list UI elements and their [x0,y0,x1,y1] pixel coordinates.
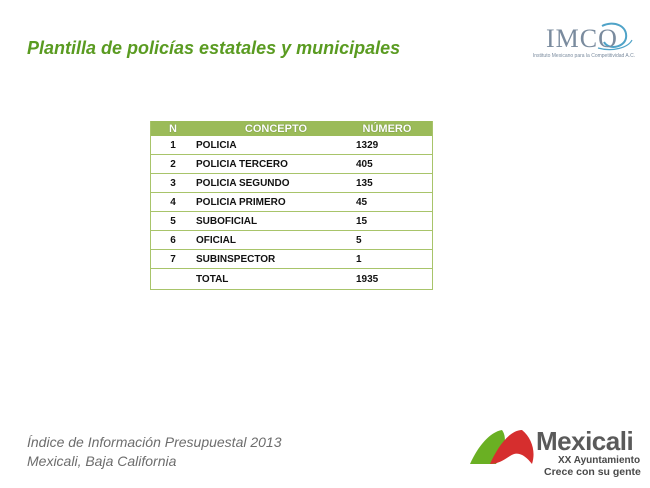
column-header-concepto: CONCEPTO [195,121,356,136]
cell-n: 5 [150,211,195,231]
cell-numero: 1329 [356,136,433,155]
table-row: 2 POLICIA TERCERO 405 [150,154,433,174]
mexicali-logo-line2: Crece con su gente [544,466,641,478]
column-header-n: N [150,121,195,136]
cell-concepto: OFICIAL [195,230,356,250]
cell-total-value: 1935 [356,268,433,290]
table-row: 7 SUBINSPECTOR 1 [150,249,433,269]
cell-numero: 405 [356,154,433,174]
cell-concepto: POLICIA PRIMERO [195,192,356,212]
cell-n [150,268,195,290]
table-total-row: TOTAL 1935 [150,268,433,290]
mexicali-logo-name: Mexicali [536,426,634,456]
cell-concepto: SUBOFICIAL [195,211,356,231]
cell-n: 3 [150,173,195,193]
police-table: N CONCEPTO NÚMERO 1 POLICIA 1329 2 POLIC… [150,121,433,290]
table-row: 6 OFICIAL 5 [150,230,433,250]
cell-concepto: POLICIA TERCERO [195,154,356,174]
cell-n: 2 [150,154,195,174]
column-header-numero: NÚMERO [356,121,433,136]
cell-total-label: TOTAL [195,268,356,290]
imco-logo-subtitle: Instituto Mexicano para la Competitivida… [532,53,636,59]
imco-logo: IMCO Instituto Mexicano para la Competit… [532,18,636,62]
cell-numero: 1 [356,249,433,269]
imco-logo-text: IMCO [546,24,618,53]
mexicali-logo-line1: XX Ayuntamiento [558,455,641,466]
cell-concepto: SUBINSPECTOR [195,249,356,269]
page-title: Plantilla de policías estatales y munici… [27,38,401,58]
cell-numero: 45 [356,192,433,212]
cell-concepto: POLICIA [195,136,356,155]
cell-numero: 5 [356,230,433,250]
table-row: 1 POLICIA 1329 [150,136,433,155]
cell-numero: 135 [356,173,433,193]
table-header-row: N CONCEPTO NÚMERO [150,121,433,136]
imco-swirl-icon [597,22,633,51]
cell-n: 1 [150,136,195,155]
cell-concepto: POLICIA SEGUNDO [195,173,356,193]
mexicali-mountains-icon [470,430,534,464]
mexicali-logo: Mexicali XX Ayuntamiento Crece con su ge… [468,424,648,480]
cell-n: 7 [150,249,195,269]
cell-numero: 15 [356,211,433,231]
cell-n: 6 [150,230,195,250]
cell-n: 4 [150,192,195,212]
footer: Índice de Información Presupuestal 2013 … [27,433,282,471]
footer-line-1: Índice de Información Presupuestal 2013 [27,434,282,450]
footer-line-2: Mexicali, Baja California [27,453,177,469]
table-row: 3 POLICIA SEGUNDO 135 [150,173,433,193]
table-row: 4 POLICIA PRIMERO 45 [150,192,433,212]
table-row: 5 SUBOFICIAL 15 [150,211,433,231]
